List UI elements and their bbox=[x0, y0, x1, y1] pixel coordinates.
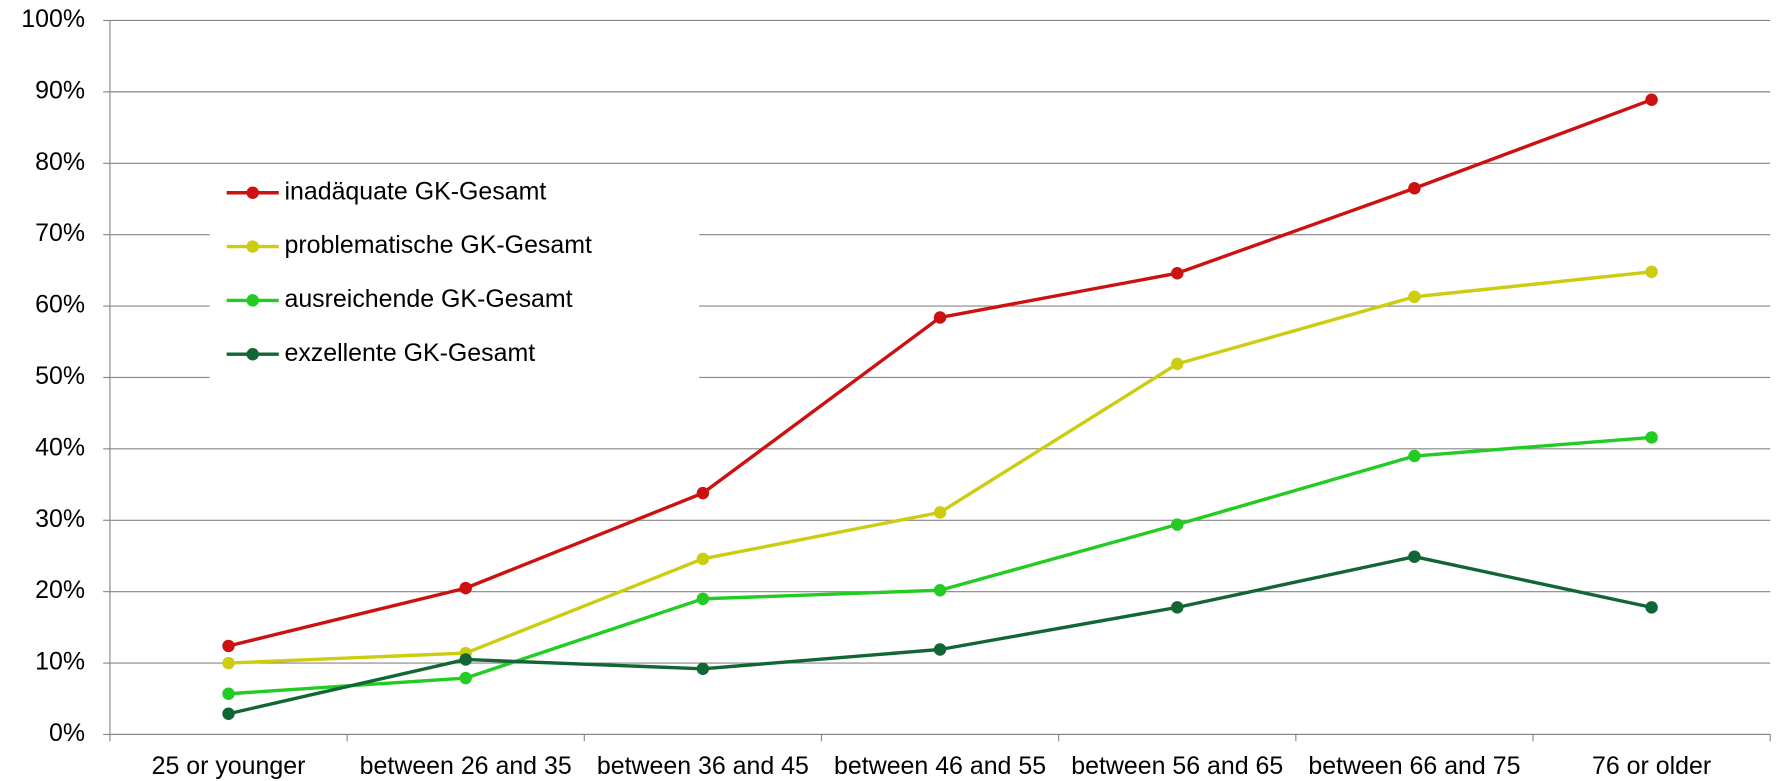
data-point bbox=[696, 486, 710, 500]
data-point bbox=[1645, 265, 1658, 279]
data-point bbox=[459, 653, 472, 666]
data-point bbox=[222, 707, 235, 720]
x-tick-label: between 46 and 55 bbox=[834, 752, 1046, 780]
data-point bbox=[933, 583, 947, 597]
y-tick-label: 60% bbox=[35, 291, 85, 319]
y-tick-label: 30% bbox=[35, 505, 85, 533]
x-tick-label: 25 or younger bbox=[152, 752, 306, 780]
data-point bbox=[933, 311, 947, 324]
legend-marker bbox=[246, 294, 259, 307]
y-tick-label: 70% bbox=[35, 219, 85, 247]
data-point bbox=[696, 552, 710, 566]
data-point bbox=[1171, 266, 1184, 280]
data-point bbox=[459, 581, 472, 595]
data-point bbox=[1408, 550, 1421, 563]
y-tick-label: 80% bbox=[35, 148, 85, 176]
y-tick-label: 100% bbox=[21, 5, 85, 33]
x-tick-label: between 36 and 45 bbox=[597, 752, 809, 780]
legend-label: inadäquate GK-Gesamt bbox=[284, 177, 546, 205]
data-point bbox=[1408, 449, 1421, 463]
data-point bbox=[1645, 431, 1658, 444]
y-tick-label: 10% bbox=[35, 648, 85, 676]
data-point bbox=[459, 671, 472, 685]
data-point bbox=[222, 639, 235, 653]
data-point bbox=[1171, 357, 1184, 371]
y-tick-label: 90% bbox=[35, 76, 85, 104]
data-point bbox=[933, 506, 947, 519]
x-tick-label: between 56 and 65 bbox=[1071, 752, 1283, 780]
data-point bbox=[696, 662, 710, 676]
y-tick-label: 40% bbox=[35, 433, 85, 461]
series-line bbox=[228, 554, 1652, 716]
legend-box bbox=[209, 166, 700, 383]
x-tick-label: 76 or older bbox=[1592, 752, 1711, 780]
data-point bbox=[222, 656, 235, 670]
data-point bbox=[1645, 93, 1658, 106]
data-point bbox=[1171, 518, 1184, 531]
data-point bbox=[1408, 290, 1421, 304]
data-point bbox=[1408, 182, 1421, 195]
data-point bbox=[1171, 601, 1184, 614]
legend-label: exzellente GK-Gesamt bbox=[284, 339, 535, 367]
y-tick-label: 50% bbox=[35, 362, 85, 390]
x-tick-label: between 66 and 75 bbox=[1308, 752, 1520, 780]
x-tick-label: between 26 and 35 bbox=[360, 752, 572, 780]
data-point bbox=[933, 643, 947, 656]
y-tick-label: 20% bbox=[35, 576, 85, 604]
data-point bbox=[1645, 601, 1658, 614]
legend-marker bbox=[246, 240, 259, 253]
legend-marker bbox=[246, 186, 259, 199]
y-tick-label: 0% bbox=[49, 719, 85, 747]
data-point bbox=[696, 592, 710, 606]
legend: inadäquate GK-Gesamt problematische GK-Ge… bbox=[209, 166, 700, 383]
legend-marker bbox=[246, 348, 259, 361]
legend-label: ausreichende GK-Gesamt bbox=[284, 285, 572, 313]
data-point bbox=[222, 687, 235, 700]
legend-label: problematische GK-Gesamt bbox=[284, 231, 592, 259]
